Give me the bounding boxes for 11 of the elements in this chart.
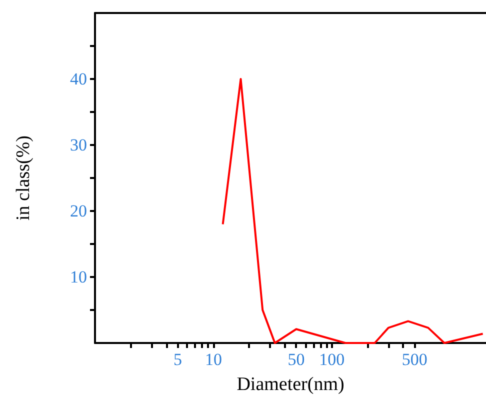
x-tick-label: 10: [204, 350, 222, 369]
y-tick-label: 40: [70, 70, 87, 88]
x-tick-label: 5: [174, 350, 182, 369]
x-axis-title: Diameter(nm): [236, 374, 344, 395]
x-tick-label: 50: [288, 350, 305, 369]
x-tick-label: 100: [319, 350, 345, 369]
y-tick-label: 20: [70, 202, 87, 220]
y-tick-label: 30: [70, 136, 87, 154]
x-tick-label: 500: [402, 350, 428, 369]
y-axis-title: in class(%): [13, 136, 34, 220]
y-tick-label: 10: [70, 268, 87, 286]
